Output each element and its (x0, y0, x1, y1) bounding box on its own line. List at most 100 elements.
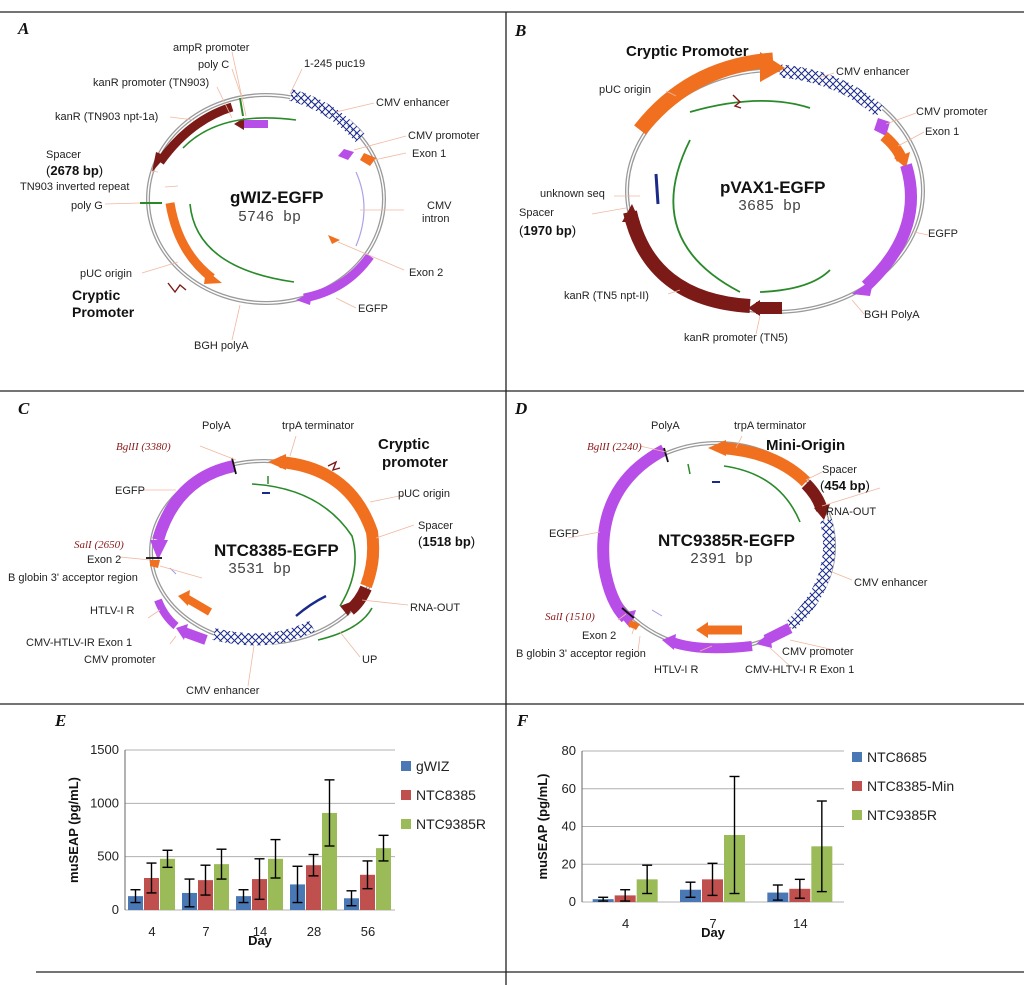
label-kanr-b: kanR (TN5 npt-II) (564, 290, 649, 302)
label-up-c: UP (362, 654, 377, 666)
bar-ntc9385r (322, 812, 337, 910)
kanr-promoter-arrow (234, 118, 244, 130)
label-cmv-promoter-b: CMV promoter (916, 106, 988, 118)
label-cmv-enhancer-c: CMV enhancer (186, 685, 260, 697)
bar-ntc9385r (214, 864, 229, 910)
panel-c-plasmid-map: C NTC8385-EGFP 3531 bp (8, 399, 475, 697)
htlv-arrow-d (670, 637, 753, 654)
legend-swatch (852, 781, 862, 791)
label-spacer-d: Spacer (822, 464, 857, 476)
bglii-site-c (231, 457, 237, 475)
cryptic-promoter-mark-c (327, 460, 341, 472)
panel-f-letter: F (516, 711, 529, 730)
y-axis-title: muSEAP (pg/mL) (535, 774, 550, 880)
label-tn903-ir: TN903 inverted repeat (20, 181, 129, 193)
cmv-promoter-arrow-c (182, 627, 208, 645)
legend-label: NTC8685 (867, 749, 927, 765)
y-tick-label: 20 (562, 856, 576, 871)
plasmid-a-size: 5746 bp (238, 209, 301, 226)
label-cmv-enhancer-d: CMV enhancer (854, 577, 928, 589)
label-bgh-a: BGH polyA (194, 340, 249, 352)
plasmid-d-name: NTC9385R-EGFP (658, 531, 795, 550)
plasmid-a-name: gWIZ-EGFP (230, 188, 323, 207)
label-cryptic-c-2: promoter (382, 454, 448, 471)
label-rna-out-c: RNA-OUT (410, 602, 460, 614)
label-sali-c: SalI (2650) (74, 539, 124, 551)
kanr-arrow-b (623, 210, 751, 313)
label-cmv-enhancer-a: CMV enhancer (376, 97, 450, 109)
label-exon1-b: Exon 1 (925, 126, 959, 138)
y-tick-label: 0 (112, 902, 119, 917)
kanr-arrow (156, 102, 234, 165)
panel-b-leader-lines (591, 72, 929, 335)
label-cryptic-a-2: Promoter (72, 304, 135, 320)
x-axis-title: Day (701, 925, 726, 940)
bar-ntc8385 (360, 874, 375, 910)
label-bglii-c: BglII (3380) (116, 441, 171, 453)
label-poly-c: poly C (198, 59, 229, 71)
label-spacer-c: Spacer (418, 520, 453, 532)
htlv-arrow-c (154, 598, 179, 630)
up-mark-c (295, 594, 327, 617)
inner-green-arc-b2 (672, 139, 741, 293)
bar-ntc9385r (268, 858, 283, 910)
label-egfp-d: EGFP (549, 528, 579, 540)
y-tick-label: 500 (97, 849, 119, 864)
plasmid-c-size: 3531 bp (228, 561, 291, 578)
label-poly-g: poly G (71, 200, 103, 212)
label-trpa-d: trpA terminator (734, 420, 806, 432)
label-spacer-b: Spacer (519, 207, 554, 219)
puc-origin-arrow-c (279, 456, 380, 589)
panel-e-letter: E (54, 711, 66, 730)
label-puc19: 1-245 puc19 (304, 58, 365, 70)
y-tick-label: 60 (562, 781, 576, 796)
label-spacer-size-a: (2678 bp) (46, 163, 103, 178)
puc-origin-arrow-b (634, 52, 774, 135)
label-mini-origin-d: Mini-Origin (766, 437, 845, 454)
label-kanr-promoter-a: kanR promoter (TN903) (93, 77, 209, 89)
label-exon2-d: Exon 2 (582, 630, 616, 642)
panel-b-letter: B (514, 21, 526, 40)
legend-label: NTC8385 (416, 787, 476, 803)
label-cmv-enhancer-b: CMV enhancer (836, 66, 910, 78)
sali-site-d (621, 607, 635, 619)
label-cryptic-c-1: Cryptic (378, 436, 430, 453)
inner-green-arc-c (251, 483, 356, 607)
label-ampr-promoter: ampR promoter (173, 42, 250, 54)
exon2-arrow-c (150, 560, 160, 568)
label-sali-d: SalI (1510) (545, 611, 595, 623)
x-tick-label: 14 (253, 924, 267, 939)
label-kanr-promoter-b: kanR promoter (TN5) (684, 332, 788, 344)
label-exon2-c: Exon 2 (87, 554, 121, 566)
label-exon1-a: Exon 1 (412, 148, 446, 160)
egfp-arrow-b (861, 163, 917, 291)
label-unknown-seq: unknown seq (540, 188, 605, 200)
egfp-arrow-c (152, 460, 236, 542)
label-b-globin-d: B globin 3' acceptor region (516, 648, 646, 660)
unknown-seq-mark (654, 173, 660, 205)
intron-arc-a (355, 171, 365, 247)
panel-a-letter: A (17, 19, 29, 38)
bar-ntc9385r (160, 858, 175, 910)
x-tick-label: 4 (622, 916, 629, 931)
y-tick-label: 1500 (90, 742, 119, 757)
label-rna-out-d: RNA-OUT (826, 506, 876, 518)
label-bglii-d: BglII (2240) (587, 441, 642, 453)
label-egfp-b: EGFP (928, 228, 958, 240)
inner-green-arc-a1 (182, 117, 297, 149)
inner-green-arc-a2 (189, 203, 295, 283)
label-cryptic-a-1: Cryptic (72, 287, 120, 303)
panel-c-letter: C (18, 399, 30, 418)
x-tick-label: 4 (148, 924, 155, 939)
puc-origin-arrow (165, 202, 215, 282)
x-tick-label: 7 (709, 916, 716, 931)
y-tick-label: 0 (569, 894, 576, 909)
inner-green-arc-d (723, 465, 801, 523)
y-tick-label: 1000 (90, 795, 119, 810)
label-cmv-promoter-a: CMV promoter (408, 130, 480, 142)
label-cmv-htlv-c: CMV-HTLV-IR Exon 1 (26, 637, 132, 649)
label-spacer-size-c: (1518 bp) (418, 534, 475, 549)
panel-d-letter: D (514, 399, 527, 418)
panel-a-leader-lines (104, 51, 407, 341)
